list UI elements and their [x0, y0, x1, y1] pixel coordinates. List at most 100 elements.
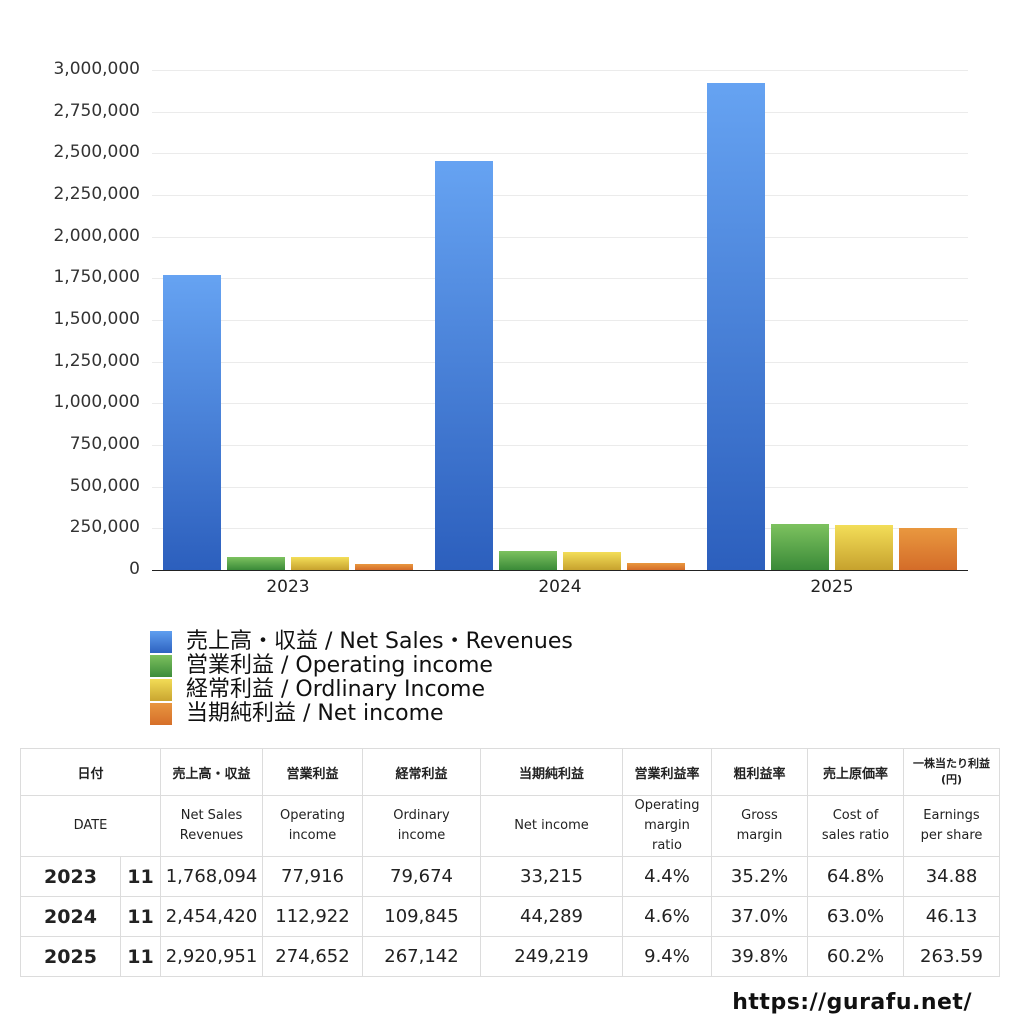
cell-month: 11 [120, 936, 161, 977]
y-tick-label: 2,500,000 [53, 142, 140, 163]
gridline [152, 528, 968, 530]
col-header-cos-en: Cost of sales ratio [807, 795, 904, 857]
cell-cos: 60.2% [807, 936, 904, 977]
cell-gm: 37.0% [711, 896, 808, 937]
y-tick-label: 1,000,000 [53, 392, 140, 413]
gridline [152, 195, 968, 196]
y-tick-label: 1,750,000 [53, 267, 140, 288]
bar [563, 551, 621, 570]
cell-ord: 79,674 [362, 856, 481, 897]
legend-item-net-income: 当期純利益 / Net income [150, 702, 573, 726]
bar [627, 562, 685, 570]
cell-month: 11 [120, 856, 161, 897]
cell-year: 2024 [20, 896, 121, 937]
gridline [152, 486, 968, 488]
col-header-date-en: DATE [20, 795, 161, 857]
x-tick-label: 2024 [538, 577, 582, 597]
table-row: 2023 11 1,768,094 77,916 79,674 33,215 4… [20, 856, 1000, 897]
cell-net: 44,289 [480, 896, 623, 937]
legend-item-net-sales: 売上高・収益 / Net Sales・Revenues [150, 630, 573, 654]
site-url[interactable]: https://gurafu.net/ [732, 990, 972, 1015]
cell-year: 2025 [20, 936, 121, 977]
gridline [152, 70, 968, 71]
table-header-en: DATE Net Sales Revenues Operating income… [20, 795, 1000, 857]
cell-sales: 1,768,094 [160, 856, 263, 897]
cell-opm: 9.4% [622, 936, 712, 977]
col-header-net-jp: 当期純利益 [480, 748, 623, 796]
table-header-jp: 日付 売上高・収益 営業利益 経常利益 当期純利益 営業利益率 粗利益率 売上原… [20, 748, 1000, 796]
legend-swatch-yellow [150, 679, 172, 701]
col-header-opm-jp: 営業利益率 [622, 748, 712, 796]
gridline [152, 320, 968, 321]
col-header-opm-en: Operating margin ratio [622, 795, 712, 857]
x-tick-label: 2023 [266, 577, 310, 597]
table-row: 2025 11 2,920,951 274,652 267,142 249,21… [20, 936, 1000, 977]
cell-cos: 64.8% [807, 856, 904, 897]
col-header-net-en: Net income [480, 795, 623, 857]
bar [499, 551, 557, 570]
col-header-date-jp: 日付 [20, 748, 161, 796]
gridline [152, 111, 968, 113]
gridline [152, 445, 968, 446]
cell-ord: 267,142 [362, 936, 481, 977]
x-tick-label: 2025 [810, 577, 854, 597]
legend-label: 売上高・収益 / Net Sales・Revenues [186, 629, 573, 654]
cell-ord: 109,845 [362, 896, 481, 937]
col-header-sales-en: Net Sales Revenues [160, 795, 263, 857]
chart-legend: 売上高・収益 / Net Sales・Revenues 営業利益 / Opera… [150, 630, 573, 726]
y-tick-label: 2,000,000 [53, 225, 140, 246]
x-axis-line [152, 570, 968, 571]
col-header-ord-jp: 経常利益 [362, 748, 481, 796]
legend-swatch-green [150, 655, 172, 677]
y-tick-label: 2,750,000 [53, 100, 140, 121]
y-tick-label: 1,500,000 [53, 309, 140, 329]
bar [835, 525, 893, 570]
y-tick-label: 2,250,000 [53, 184, 140, 204]
gridline [152, 278, 968, 280]
cell-eps: 263.59 [903, 936, 1000, 977]
col-header-ord-en: Ordinary income [362, 795, 481, 857]
bar [435, 160, 493, 570]
cell-gm: 35.2% [711, 856, 808, 897]
col-header-gm-jp: 粗利益率 [711, 748, 808, 796]
y-tick-label: 1,250,000 [53, 350, 140, 371]
legend-item-ordinary-income: 経常利益 / Ordlinary Income [150, 678, 573, 702]
cell-op: 274,652 [262, 936, 363, 977]
bar [355, 564, 413, 570]
gridline [152, 153, 968, 155]
cell-op: 77,916 [262, 856, 363, 897]
cell-month: 11 [120, 896, 161, 937]
bar [163, 275, 221, 570]
bar [291, 556, 349, 570]
col-header-eps-jp: 一株当たり利益 (円) [903, 748, 1000, 796]
bar [227, 557, 285, 570]
cell-gm: 39.8% [711, 936, 808, 977]
cell-eps: 34.88 [903, 856, 1000, 897]
col-header-eps-en: Earnings per share [903, 795, 1000, 857]
legend-item-operating-income: 営業利益 / Operating income [150, 654, 573, 678]
cell-sales: 2,454,420 [160, 896, 263, 937]
col-header-sales-jp: 売上高・収益 [160, 748, 263, 796]
cell-sales: 2,920,951 [160, 936, 263, 977]
col-header-op-en: Operating income [262, 795, 363, 857]
bar [899, 528, 957, 570]
cell-year: 2023 [20, 856, 121, 897]
legend-label: 当期純利益 / Net income [186, 701, 444, 726]
cell-eps: 46.13 [903, 896, 1000, 937]
financial-table: 日付 売上高・収益 営業利益 経常利益 当期純利益 営業利益率 粗利益率 売上原… [20, 748, 1000, 977]
y-tick-label: 250,000 [69, 517, 140, 538]
bar [707, 83, 765, 570]
gridline [152, 361, 968, 363]
cell-opm: 4.4% [622, 856, 712, 897]
gridline [152, 403, 968, 405]
gridline [152, 236, 968, 238]
y-tick-label: 750,000 [69, 434, 140, 454]
legend-swatch-orange [150, 703, 172, 725]
cell-opm: 4.6% [622, 896, 712, 937]
col-header-gm-en: Gross margin [711, 795, 808, 857]
col-header-cos-jp: 売上原価率 [807, 748, 904, 796]
col-header-op-jp: 営業利益 [262, 748, 363, 796]
legend-label: 経常利益 / Ordlinary Income [186, 677, 485, 702]
legend-label: 営業利益 / Operating income [186, 653, 493, 678]
cell-op: 112,922 [262, 896, 363, 937]
